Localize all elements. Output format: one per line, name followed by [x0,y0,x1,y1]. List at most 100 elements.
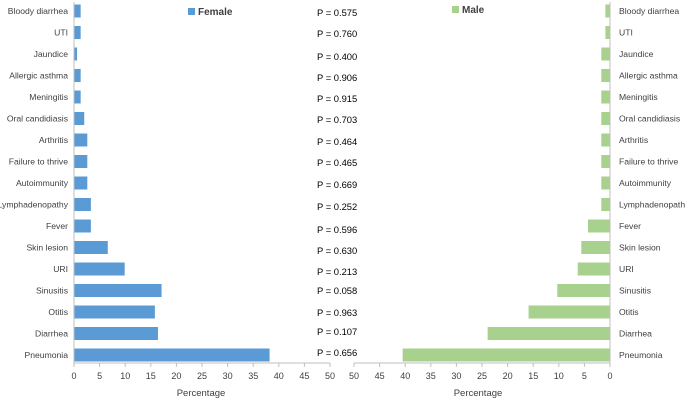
female-category-label: Autoimmunity [16,178,69,188]
male-x-tick-label: 40 [400,371,410,381]
male-bar [557,284,610,297]
female-x-tick-label: 30 [223,371,233,381]
male-category-label: Bloody diarrhea [619,6,679,16]
female-x-tick-label: 0 [71,371,76,381]
female-x-tick-label: 40 [274,371,284,381]
female-bar [74,348,270,362]
female-x-tick-label: 20 [171,371,181,381]
p-value-column: P = 0.575 P = 0.760 P = 0.400 P = 0.906 P = … [317,7,357,358]
p-value-label: P = 0.630 [317,245,357,256]
female-bar [74,327,158,340]
female-x-axis-title: Percentage [177,388,226,399]
p-value-label: P = 0.213 [317,266,357,277]
male-category-label: Jaundice [619,49,654,59]
p-value-label: P = 0.575 [317,7,357,18]
female-bar [74,90,81,104]
female-bar [74,198,91,211]
female-bar [74,176,88,190]
male-bar [601,47,610,61]
p-value-label: P = 0.760 [317,28,357,39]
female-category-label: Skin lesion [26,243,68,253]
male-x-tick-label: 15 [528,371,538,381]
female-category-label: Pneumonia [25,350,69,360]
female-bar [74,26,81,39]
male-bar [605,26,610,39]
male-bar [601,69,610,82]
male-category-label: Otitis [619,307,639,317]
male-x-axis-title: Percentage [454,388,503,399]
male-bar [601,133,610,147]
female-category-label: Lymphadenopathy [0,200,69,210]
p-value-label: P = 0.464 [317,136,357,147]
male-bar [605,4,610,18]
p-value-label: P = 0.915 [317,93,357,104]
male-category-label: UTI [619,28,633,38]
female-category-label: Bloody diarrhea [8,6,68,16]
female-x-tick-label: 50 [325,371,335,381]
female-x-tick-label: 45 [299,371,309,381]
male-category-label: Meningitis [619,92,658,102]
male-x-tick-label: 45 [375,371,385,381]
male-x-tick-label: 0 [607,371,612,381]
female-category-label: URI [53,264,68,274]
female-bar [74,219,91,233]
male-bar [402,348,610,362]
p-value-label: P = 0.596 [317,224,357,235]
male-x-tick-label: 35 [426,371,436,381]
female-x-tick-label: 35 [248,371,258,381]
female-bar [74,47,78,61]
male-category-label: Autoimmunity [619,178,672,188]
female-bar [74,69,81,82]
female-x-tick-label: 25 [197,371,207,381]
female-category-label: Allergic asthma [9,71,68,81]
female-legend-swatch [188,8,195,15]
male-x-tick-label: 30 [451,371,461,381]
male-category-label: Allergic asthma [619,71,678,81]
female-category-label: Meningitis [29,92,68,102]
male-panel: Bloody diarrhea UTI Jaundice Allergic asthm… [349,2,685,399]
female-bar [74,284,162,297]
female-category-label: Fever [46,221,68,231]
male-x-tick-label: 50 [349,371,359,381]
female-category-label: Diarrhea [35,329,68,339]
p-value-label: P = 0.107 [317,326,357,337]
p-value-label: P = 0.252 [317,201,357,212]
p-value-label: P = 0.058 [317,285,357,296]
male-bar [601,112,610,125]
female-category-label: Failure to thrive [9,157,68,167]
female-category-label: Jaundice [34,49,69,59]
male-x-tick-label: 20 [503,371,513,381]
female-category-label: Otitis [48,307,68,317]
male-category-label: Fever [619,221,641,231]
male-category-label: Sinusitis [619,286,651,296]
female-bar [74,241,108,254]
female-x-tick-label: 10 [120,371,130,381]
male-category-label: Oral candidiasis [619,114,680,124]
p-value-label: P = 0.656 [317,347,357,358]
female-bar [74,262,125,276]
male-bar [601,155,610,168]
female-panel: Bloody diarrhea UTI Jaundice Allergic asthm… [0,2,335,399]
male-bar [587,219,610,233]
female-category-label: Arthritis [39,135,68,145]
female-x-tick-label: 5 [97,371,102,381]
male-category-label: Diarrhea [619,329,652,339]
p-value-label: P = 0.906 [317,72,357,83]
female-category-label: UTI [54,28,68,38]
female-category-label: Sinusitis [36,286,68,296]
male-bar [601,198,610,211]
male-bar [601,176,610,190]
male-x-tick-label: 25 [477,371,487,381]
male-category-label: URI [619,264,634,274]
female-bar [74,112,85,125]
male-x-tick-label: 5 [582,371,587,381]
male-category-label: Failure to thrive [619,157,678,167]
p-value-label: P = 0.963 [317,307,357,318]
p-value-label: P = 0.703 [317,114,357,125]
p-value-label: P = 0.465 [317,157,357,168]
male-legend-swatch [452,6,459,13]
female-bar [74,305,155,319]
male-bar [487,327,610,340]
p-value-label: P = 0.400 [317,51,357,62]
